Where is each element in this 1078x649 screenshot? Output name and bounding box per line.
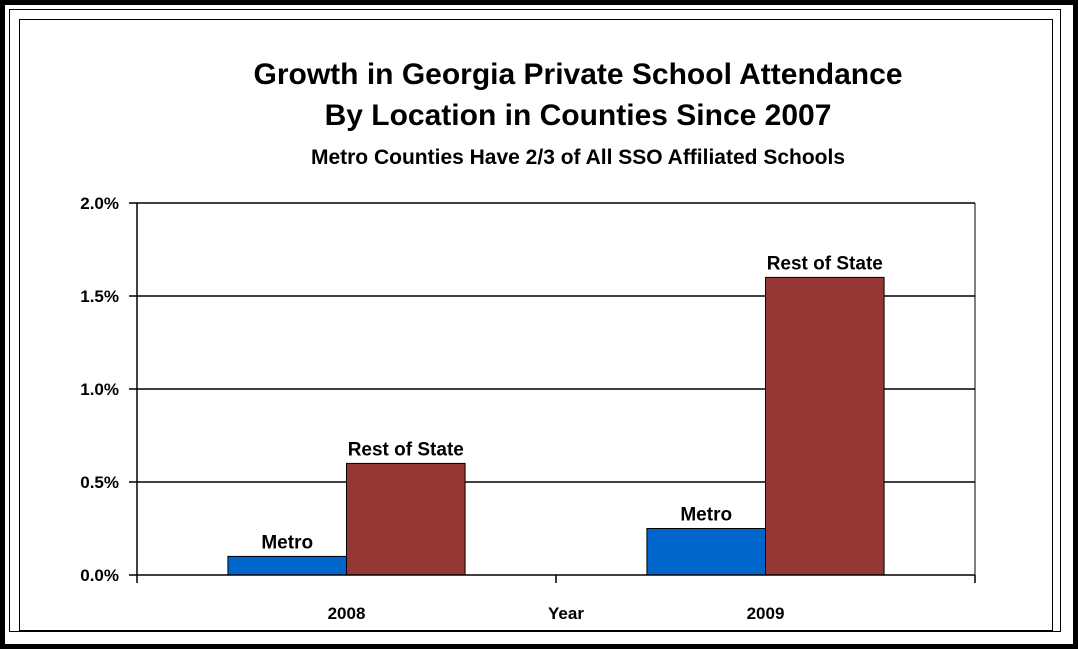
- data-label: Rest of State: [348, 439, 464, 460]
- x-tick-label: 2009: [747, 604, 785, 623]
- y-tick-label: 1.5%: [80, 287, 119, 306]
- chart-area: [19, 19, 1053, 631]
- chart-subtitle: Metro Counties Have 2/3 of All SSO Affil…: [311, 146, 845, 169]
- chart-title: Growth in Georgia Private School Attenda…: [254, 58, 903, 91]
- labels: 0.0% 0.5% 1.0% 1.5% 2.0% Metro Rest of State 20…: [80, 194, 883, 623]
- axes: [129, 202, 976, 583]
- data-label: Metro: [680, 505, 732, 526]
- y-tick-label: 2.0%: [80, 194, 119, 213]
- x-tick-label: 2008: [328, 604, 366, 623]
- bar: [227, 555, 348, 576]
- bars: [227, 276, 885, 576]
- data-label: Rest of State: [767, 253, 883, 274]
- bar: [646, 528, 766, 576]
- chart-title-line2: By Location in Counties Since 2007: [325, 99, 832, 132]
- inner-frame: [9, 9, 1061, 632]
- y-tick-label: 1.0%: [80, 380, 119, 399]
- y-tick-label: 0.0%: [80, 566, 119, 585]
- bar: [765, 276, 885, 576]
- data-label: Metro: [261, 532, 313, 553]
- x-axis-label: Year: [548, 604, 584, 623]
- y-tick-label: 0.5%: [80, 473, 119, 492]
- bar: [346, 462, 466, 576]
